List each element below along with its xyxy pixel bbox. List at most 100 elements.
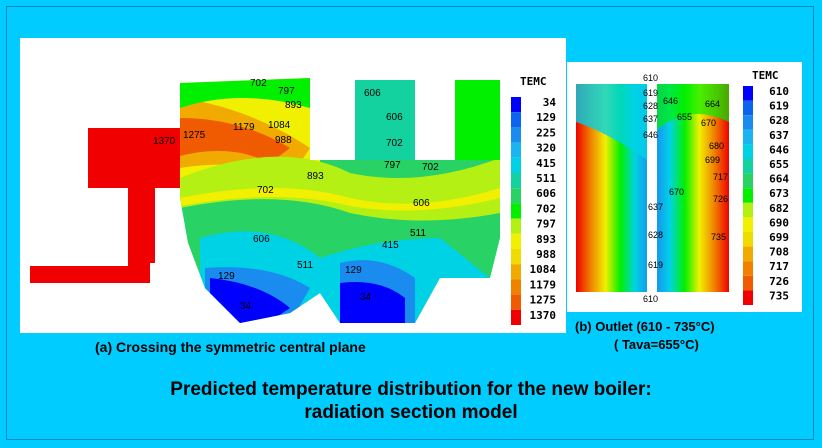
figure-title-line1: Predicted temperature distribution for t… (170, 379, 652, 400)
panel-b-plot: 610 619 628 637 646 646 655 664 670 680 … (567, 62, 802, 312)
contour-label: 606 (386, 112, 403, 123)
caption-b-line1: (b) Outlet (610 - 735°C) (575, 319, 715, 334)
contour-label: 988 (275, 135, 292, 146)
legend-swatch (743, 159, 753, 174)
legend-value: 664 (769, 173, 789, 186)
legend-swatch (743, 202, 753, 218)
legend-swatch (511, 188, 521, 204)
contour-label: 893 (285, 100, 302, 111)
legend-swatch (743, 217, 753, 232)
panel-b-contour: 610 619 628 637 646 646 655 664 670 680 … (576, 69, 789, 305)
legend-value: 610 (769, 85, 789, 98)
contour-label: 619 (643, 88, 658, 98)
contour-label: 702 (386, 138, 403, 149)
legend-value: 320 (536, 142, 556, 155)
legend-swatch (743, 275, 753, 291)
legend-value: 1370 (530, 309, 557, 322)
contour-label: 726 (713, 194, 728, 204)
figure-frame (6, 6, 814, 440)
legend-swatch (511, 279, 521, 295)
contour-label: 129 (218, 271, 235, 282)
legend-a-title: TEMC (520, 75, 547, 88)
contour-label: 628 (648, 230, 663, 240)
legend-swatch (743, 246, 753, 262)
contour-label: 655 (677, 112, 692, 122)
legend-value: 511 (536, 172, 556, 185)
contour-label: 637 (648, 202, 663, 212)
panel-a-labels: 702 797 893 1370 1275 1179 1084 988 893 … (153, 78, 439, 312)
contour-label: 664 (705, 99, 720, 109)
legend-value: 735 (769, 289, 789, 302)
legend-swatch (743, 173, 753, 189)
legend-swatch (511, 127, 521, 143)
legend-swatch (743, 232, 753, 247)
contour-label: 637 (643, 114, 658, 124)
figure-title-line2: radiation section model (304, 402, 518, 423)
contour-label: 1179 (233, 122, 255, 133)
legend-value: 34 (543, 96, 557, 109)
legend-swatch (743, 144, 753, 159)
contour-label: 797 (384, 160, 401, 171)
legend-swatch (511, 218, 521, 234)
legend-value: 655 (769, 158, 789, 171)
legend-swatch (511, 112, 521, 128)
legend-swatch (743, 261, 753, 276)
contour-label: 619 (648, 260, 663, 270)
contour-label: 610 (643, 73, 658, 83)
legend-value: 606 (536, 187, 556, 200)
caption-a: (a) Crossing the symmetric central plane (95, 339, 366, 355)
contour-label: 606 (364, 88, 381, 99)
legend-value: 628 (769, 114, 789, 127)
legend-swatch (511, 142, 521, 158)
legend-swatch (511, 203, 521, 219)
contour-label: 34 (360, 292, 372, 303)
panel-b-labels: 610 619 628 637 646 646 655 664 670 680 … (643, 73, 728, 304)
legend-value: 726 (769, 275, 789, 288)
contour-label: 646 (663, 96, 678, 106)
contour-label: 702 (422, 162, 439, 173)
legend-value: 699 (769, 231, 789, 244)
contour-label: 699 (705, 155, 720, 165)
legend-swatch (743, 290, 753, 305)
panel-a-contour: 702 797 893 1370 1275 1179 1084 988 893 … (30, 75, 556, 325)
legend-swatch (511, 249, 521, 265)
contour-label: 797 (278, 86, 295, 97)
contour-label: 680 (709, 141, 724, 151)
contour-label: 34 (240, 301, 252, 312)
legend-value: 1084 (530, 263, 557, 276)
legend-value: 1179 (530, 278, 557, 291)
contour-label: 717 (713, 172, 728, 182)
panel-a-plot: 702 797 893 1370 1275 1179 1084 988 893 … (20, 38, 566, 333)
contour-label: 610 (643, 294, 658, 304)
contour-label: 415 (382, 240, 399, 251)
legend-swatch (511, 294, 521, 310)
legend-value: 637 (769, 129, 789, 142)
legend-value: 717 (769, 260, 789, 273)
contour-label: 670 (669, 187, 684, 197)
inlet-duct (30, 128, 180, 283)
contour-label: 702 (257, 185, 274, 196)
legend-value: 646 (769, 143, 789, 156)
contour-label: 628 (643, 101, 658, 111)
legend-swatch (511, 309, 521, 325)
legend-value: 797 (536, 218, 556, 231)
contour-label: 670 (701, 118, 716, 128)
legend-value: 415 (536, 157, 556, 170)
legend-a: 34 129 225 320 415 511 606 702 797 893 988 1084 1179… (511, 96, 556, 325)
legend-value: 225 (536, 126, 556, 139)
legend-value: 690 (769, 216, 789, 229)
legend-swatch (511, 97, 521, 113)
legend-value: 702 (536, 202, 556, 215)
legend-swatch (743, 129, 753, 145)
legend-b-title: TEMC (752, 69, 779, 82)
caption-b-line2: ( Tava=655°C) (614, 337, 699, 352)
legend-value: 708 (769, 246, 789, 259)
contour-label: 511 (410, 228, 426, 239)
legend-value: 129 (536, 111, 556, 124)
legend-swatch (743, 188, 753, 203)
contour-label: 893 (307, 171, 324, 182)
contour-label: 702 (250, 78, 267, 89)
contour-label: 606 (413, 198, 430, 209)
legend-value: 673 (769, 187, 789, 200)
